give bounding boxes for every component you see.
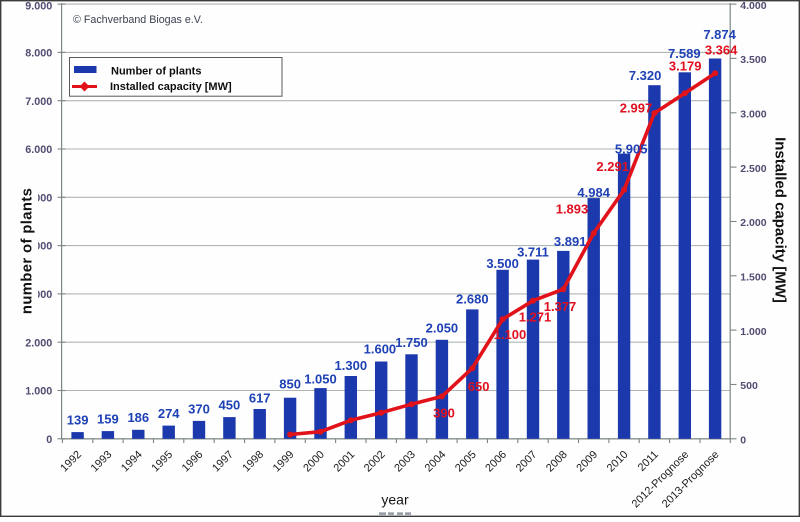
svg-text:3.500: 3.500 [740,54,766,66]
svg-text:390: 390 [433,405,455,420]
svg-text:1.000: 1.000 [25,386,52,398]
svg-text:3.000: 3.000 [740,109,766,121]
svg-text:1.750: 1.750 [395,335,428,350]
svg-text:1.377: 1.377 [544,299,577,314]
svg-text:0: 0 [46,434,52,446]
svg-text:2.500: 2.500 [740,163,766,175]
svg-text:450: 450 [219,398,241,413]
svg-text:1.000: 1.000 [740,326,766,338]
svg-text:2.000: 2.000 [25,337,52,349]
svg-text:year: year [381,492,409,508]
svg-text:1.300: 1.300 [335,358,368,373]
svg-text:617: 617 [249,390,271,405]
svg-text:1.893: 1.893 [556,201,589,216]
svg-text:Number of plants: Number of plants [111,66,201,78]
svg-text:5.905: 5.905 [615,142,648,157]
svg-text:number of plants: number of plants [20,188,36,314]
svg-text:4.984: 4.984 [577,185,610,200]
svg-text:2.000: 2.000 [740,217,766,229]
svg-text:2.050: 2.050 [426,321,459,336]
svg-text:2.997: 2.997 [620,100,653,115]
svg-text:7.320: 7.320 [629,68,662,83]
svg-text:650: 650 [468,379,490,394]
svg-text:500: 500 [740,380,758,392]
svg-text:1.100: 1.100 [494,327,527,342]
svg-text:3.500: 3.500 [486,256,519,271]
svg-text:3.711: 3.711 [517,245,549,260]
svg-text:7.874: 7.874 [703,27,736,42]
svg-text:3.179: 3.179 [669,59,702,74]
svg-text:3.891: 3.891 [554,234,587,249]
svg-text:8.000: 8.000 [25,48,52,60]
svg-text:139: 139 [67,413,89,428]
svg-text:370: 370 [188,401,210,416]
svg-text:1.050: 1.050 [304,372,337,387]
svg-text:1.271: 1.271 [519,309,552,324]
svg-text:3.364: 3.364 [705,42,738,57]
svg-text:6.000: 6.000 [25,144,52,156]
svg-text:1.600: 1.600 [364,341,397,356]
svg-text:1.500: 1.500 [740,272,766,284]
svg-text:159: 159 [97,412,119,427]
svg-text:0: 0 [740,435,746,447]
svg-text:Installed capacity [MW]: Installed capacity [MW] [110,81,232,93]
svg-text:2.680: 2.680 [456,291,489,306]
svg-text:274: 274 [158,406,180,421]
svg-text:Installed capacity [MW]: Installed capacity [MW] [772,137,789,303]
svg-text:850: 850 [279,377,301,392]
svg-text:4.000: 4.000 [740,0,766,12]
svg-text:7.589: 7.589 [668,46,701,61]
svg-text:7.000: 7.000 [25,96,52,108]
svg-text:186: 186 [127,410,149,425]
svg-text:2.291: 2.291 [596,159,629,174]
svg-text:9.000: 9.000 [25,0,52,12]
svg-text:© Fachverband Biogas e.V.: © Fachverband Biogas e.V. [73,14,203,26]
